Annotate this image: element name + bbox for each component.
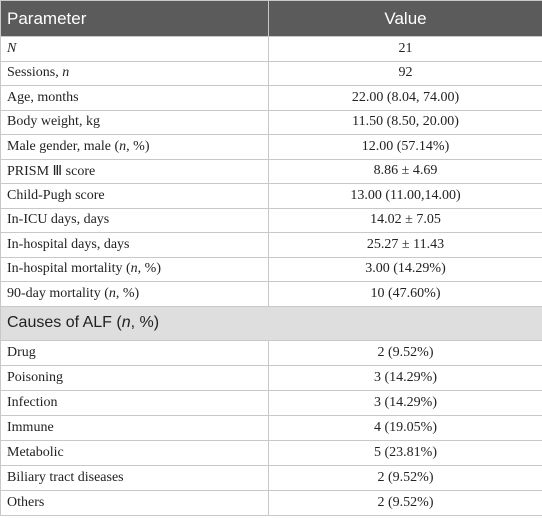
- section-row: Causes of ALF (n, %): [0, 305, 542, 341]
- table-body: N 21 Sessions, n 92 Age, months 22.00 (8.04, …: [0, 36, 542, 516]
- parameter-cell: PRISM Ⅲ score: [0, 158, 269, 184]
- parameter-cell: Biliary tract diseases: [0, 464, 269, 491]
- text-segment: n: [108, 285, 116, 301]
- table-row: Immune 4 (19.05%): [0, 414, 542, 441]
- table-row: Infection 3 (14.29%): [0, 389, 542, 416]
- table-row: Age, months 22.00 (8.04, 74.00): [0, 85, 542, 111]
- text-segment: , %): [137, 261, 161, 277]
- parameter-cell: Male gender, male (n, %): [0, 134, 269, 160]
- parameter-cell: Poisoning: [0, 364, 269, 391]
- parameter-cell: Infection: [0, 389, 269, 416]
- text-segment: , %): [130, 314, 160, 331]
- parameter-cell: In-hospital days, days: [0, 232, 269, 258]
- table-row: Poisoning 3 (14.29%): [0, 364, 542, 391]
- parameter-cell: In-hospital mortality (n, %): [0, 256, 269, 282]
- value-cell: 2 (9.52%): [268, 339, 542, 366]
- table-row: In-ICU days, days 14.02 ± 7.05: [0, 207, 542, 233]
- value-cell: 25.27 ± 11.43: [268, 232, 542, 258]
- text-segment: Sessions,: [7, 65, 63, 81]
- value-cell: 13.00 (11.00,14.00): [268, 183, 542, 209]
- parameter-cell: Others: [0, 489, 269, 516]
- value-cell: 8.86 ± 4.69: [268, 158, 542, 184]
- text-segment: Causes of ALF (: [7, 314, 122, 331]
- parameter-cell: Sessions, n: [0, 60, 269, 86]
- table-header: Parameter Value: [0, 0, 542, 37]
- text-segment: , %): [115, 285, 140, 301]
- text-segment: In-ICU days, days: [7, 212, 110, 228]
- text-segment: Immune: [7, 419, 54, 435]
- table-row: N 21: [0, 36, 542, 62]
- text-segment: n: [62, 65, 70, 81]
- header-cell: Parameter: [0, 0, 269, 37]
- text-segment: N: [7, 40, 17, 56]
- header-row: Parameter Value: [0, 0, 542, 37]
- text-segment: Poisoning: [7, 369, 64, 385]
- parameter-cell: Body weight, kg: [0, 109, 269, 135]
- text-segment: In-hospital days, days: [7, 236, 130, 252]
- value-cell: 12.00 (57.14%): [268, 134, 542, 160]
- table-row: Sessions, n 92: [0, 60, 542, 86]
- table-row: Male gender, male (n, %) 12.00 (57.14%): [0, 134, 542, 160]
- parameter-cell: N: [0, 36, 269, 62]
- table-row: Biliary tract diseases 2 (9.52%): [0, 464, 542, 491]
- text-segment: Male gender, male (: [7, 138, 120, 154]
- table-row: Child-Pugh score 13.00 (11.00,14.00): [0, 183, 542, 209]
- value-cell: 10 (47.60%): [268, 281, 542, 307]
- parameter-cell: Immune: [0, 414, 269, 441]
- parameter-cell: Drug: [0, 339, 269, 366]
- text-segment: 90-day mortality (: [7, 285, 109, 301]
- text-segment: Others: [7, 494, 45, 510]
- table-row: PRISM Ⅲ score 8.86 ± 4.69: [0, 158, 542, 184]
- section-title: Causes of ALF (n, %): [0, 305, 542, 341]
- table-row: In-hospital mortality (n, %) 3.00 (14.29%…: [0, 256, 542, 282]
- value-cell: 5 (23.81%): [268, 439, 542, 466]
- text-segment: Metabolic: [7, 444, 64, 460]
- text-segment: Age, months: [7, 89, 79, 105]
- table-row: Others 2 (9.52%): [0, 489, 542, 516]
- table-row: Metabolic 5 (23.81%): [0, 439, 542, 466]
- text-segment: Child-Pugh score: [7, 187, 105, 203]
- table-row: Body weight, kg 11.50 (8.50, 20.00): [0, 109, 542, 135]
- table-row: 90-day mortality (n, %) 10 (47.60%): [0, 281, 542, 307]
- text-segment: n: [121, 314, 131, 331]
- text-segment: PRISM Ⅲ score: [7, 163, 96, 179]
- header-cell: Value: [268, 0, 542, 37]
- parameter-cell: Age, months: [0, 85, 269, 111]
- text-segment: , %): [126, 138, 150, 154]
- text-segment: n: [119, 138, 127, 154]
- parameter-cell: 90-day mortality (n, %): [0, 281, 269, 307]
- text-segment: Biliary tract diseases: [7, 469, 124, 485]
- text-segment: Body weight, kg: [7, 114, 100, 130]
- table-row: Drug 2 (9.52%): [0, 339, 542, 366]
- value-cell: 14.02 ± 7.05: [268, 207, 542, 233]
- value-cell: 3 (14.29%): [268, 389, 542, 416]
- parameter-cell: In-ICU days, days: [0, 207, 269, 233]
- parameter-cell: Metabolic: [0, 439, 269, 466]
- parameter-cell: Child-Pugh score: [0, 183, 269, 209]
- text-segment: Infection: [7, 394, 58, 410]
- value-cell: 92: [268, 60, 542, 86]
- value-cell: 2 (9.52%): [268, 464, 542, 491]
- value-cell: 11.50 (8.50, 20.00): [268, 109, 542, 135]
- text-segment: n: [130, 261, 138, 277]
- value-cell: 21: [268, 36, 542, 62]
- text-segment: Drug: [7, 344, 36, 360]
- value-cell: 2 (9.52%): [268, 489, 542, 516]
- text-segment: In-hospital mortality (: [7, 261, 131, 277]
- value-cell: 22.00 (8.04, 74.00): [268, 85, 542, 111]
- value-cell: 3.00 (14.29%): [268, 256, 542, 282]
- table-row: In-hospital days, days 25.27 ± 11.43: [0, 232, 542, 258]
- value-cell: 3 (14.29%): [268, 364, 542, 391]
- value-cell: 4 (19.05%): [268, 414, 542, 441]
